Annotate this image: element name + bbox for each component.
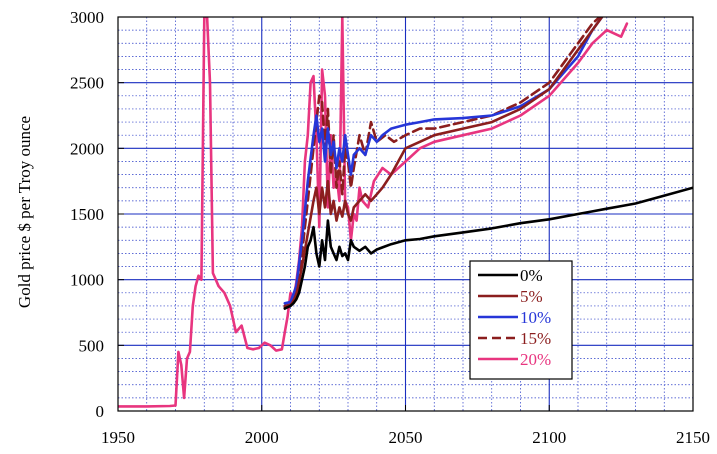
x-tick-label: 2000	[245, 428, 279, 447]
legend-label: 15%	[520, 329, 551, 348]
x-tick-label: 1950	[101, 428, 135, 447]
x-tick-label: 2050	[389, 428, 423, 447]
y-axis-ticks: 0 500 1000 1500 2000 2500 3000	[70, 8, 124, 421]
y-tick-label: 1500	[70, 205, 104, 224]
y-tick-label: 2000	[70, 139, 104, 158]
legend-label: 10%	[520, 308, 551, 327]
y-tick-label: 1000	[70, 271, 104, 290]
legend-label: 20%	[520, 350, 551, 369]
y-tick-label: 500	[79, 336, 105, 355]
y-tick-label: 0	[96, 402, 105, 421]
x-tick-label: 2100	[532, 428, 566, 447]
series-line-20pct	[118, 17, 629, 408]
series-line-5pct	[283, 17, 604, 309]
y-axis-title: Gold price $ per Troy ounce	[15, 116, 34, 308]
legend: 0% 5% 10% 15% 20%	[469, 260, 573, 380]
series-line-0pct	[283, 186, 693, 310]
legend-label: 5%	[520, 287, 543, 306]
x-tick-label: 2150	[676, 428, 710, 447]
legend-label: 0%	[520, 266, 543, 285]
series-line-10pct	[283, 17, 604, 305]
y-tick-label: 3000	[70, 8, 104, 27]
major-gridlines	[118, 17, 693, 411]
y-tick-label: 2500	[70, 74, 104, 93]
series-lines	[118, 17, 693, 408]
x-axis-ticks: 1950 2000 2050 2100 2150	[101, 405, 710, 447]
